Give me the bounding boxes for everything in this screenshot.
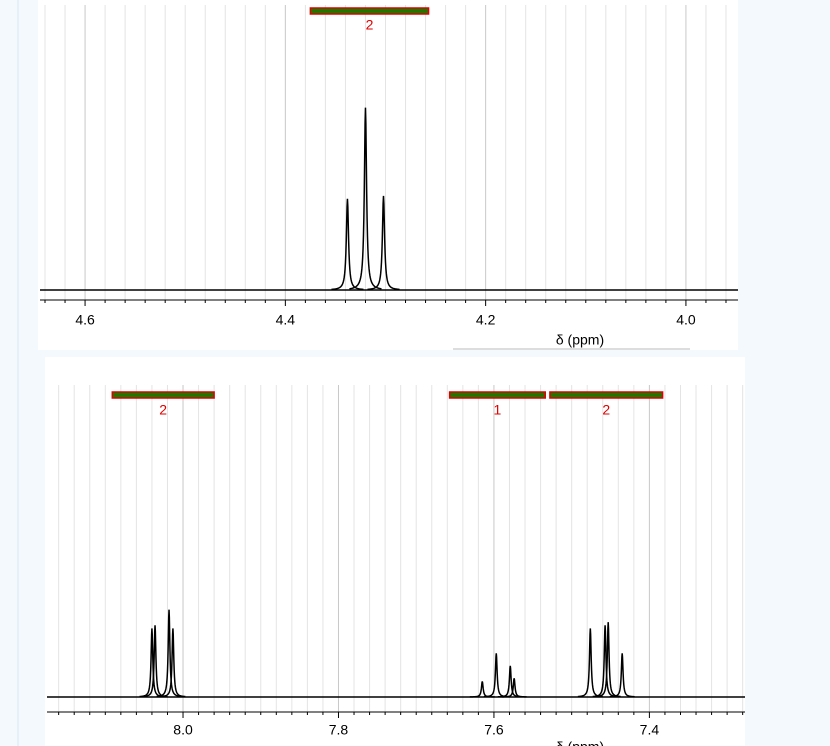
integral-label: 2 bbox=[366, 17, 374, 33]
x-axis-label: δ (ppm) bbox=[556, 739, 604, 746]
peak bbox=[156, 609, 182, 698]
x-tick-label: 7.6 bbox=[484, 722, 504, 738]
integral-bar bbox=[448, 391, 546, 399]
panel-bottom bbox=[45, 357, 745, 746]
integral-label: 1 bbox=[494, 402, 502, 418]
peak bbox=[501, 678, 527, 698]
integral-label: 2 bbox=[602, 402, 610, 418]
peak bbox=[331, 198, 364, 291]
integral-bar bbox=[111, 391, 215, 399]
x-tick-label: 8.0 bbox=[173, 722, 193, 738]
x-tick-label: 7.8 bbox=[329, 722, 349, 738]
panel-top bbox=[38, 0, 738, 350]
peak bbox=[469, 681, 495, 698]
peak bbox=[367, 195, 400, 291]
x-tick-label: 7.4 bbox=[640, 722, 660, 738]
x-axis-label: δ (ppm) bbox=[556, 332, 604, 348]
x-tick-label: 4.6 bbox=[75, 312, 95, 328]
peak bbox=[609, 653, 635, 698]
x-tick-label: 4.2 bbox=[476, 312, 496, 328]
integral-label: 2 bbox=[159, 402, 167, 418]
x-tick-label: 4.0 bbox=[676, 312, 696, 328]
integral-bar bbox=[549, 391, 664, 399]
peak bbox=[160, 628, 186, 698]
x-tick-label: 4.4 bbox=[276, 312, 296, 328]
integral-bar bbox=[309, 7, 430, 15]
